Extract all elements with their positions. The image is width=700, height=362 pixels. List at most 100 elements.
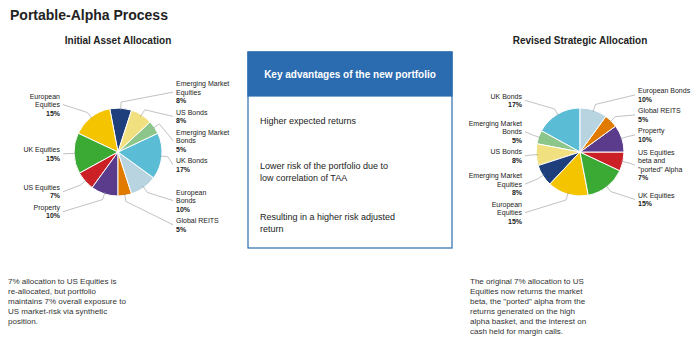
text-line: beta, the "ported" alpha from the: [470, 297, 586, 306]
pie-label: Emerging MarketBonds: [469, 120, 523, 136]
data-label: 17%: [508, 101, 523, 108]
text-line: Equities: [497, 181, 522, 189]
text-line: beta and: [638, 157, 665, 164]
leader-line: [610, 115, 635, 122]
pie-wedge: [118, 110, 150, 152]
data-label: 8%: [176, 97, 187, 104]
wedges: [74, 108, 162, 196]
leader-line: [63, 105, 92, 119]
text-line: return: [260, 224, 284, 234]
leader-line: [525, 100, 559, 115]
pie-wedge: [92, 152, 118, 196]
info-box-bullet: Higher expected returns: [260, 116, 357, 126]
leader-line: [620, 135, 635, 139]
title: Portable-Alpha Process: [10, 7, 168, 23]
text-line: Global REITS: [638, 107, 681, 114]
text-line: UK Equities: [638, 192, 675, 200]
leader-line: [63, 180, 86, 192]
text-line: Emerging Market: [469, 172, 522, 180]
data-label: 7%: [50, 192, 61, 199]
pie-label: UK Equities: [638, 192, 675, 200]
pie-label: Global REITS: [176, 217, 219, 224]
pie-label: EuropeanEquities: [30, 93, 61, 110]
info-box-bullet: Resulting in a higher risk adjustedretur…: [260, 212, 395, 234]
note: The original 7% allocation to USEquities…: [470, 277, 586, 336]
text-line: US Bonds: [176, 109, 208, 116]
data-label: 7%: [638, 174, 649, 181]
data-label: 10%: [176, 206, 191, 213]
data-label: 5%: [638, 116, 649, 123]
pie-wedge: [580, 108, 606, 152]
data-label: 5%: [176, 226, 187, 233]
chart: Portable-Alpha Process Key advantages of …: [0, 0, 700, 362]
data-label: 8%: [512, 189, 523, 196]
pie-label: Property: [34, 204, 61, 212]
leader-line: [525, 132, 540, 138]
text-line: European Bonds: [638, 87, 691, 95]
text-line: Emerging Market: [176, 129, 229, 137]
pie-label: UK Equities: [23, 146, 60, 154]
text-line: US Bonds: [490, 148, 522, 155]
text-line: UK Bonds: [490, 93, 522, 100]
text-line: Emerging Market: [469, 120, 522, 128]
text-line: UK Bonds: [176, 157, 208, 164]
pie-label: EuropeanBonds: [176, 189, 206, 205]
text-line: Equities: [35, 101, 60, 109]
pie-label: UK Bonds: [176, 157, 208, 164]
leader-line: [525, 155, 538, 156]
text-line: Equities: [176, 89, 201, 97]
data-label: 15%: [638, 200, 653, 207]
text-line: Global REITS: [176, 217, 219, 224]
leader-line: [606, 185, 635, 199]
data-label: 17%: [176, 166, 191, 173]
pie-title: Initial Asset Allocation: [65, 35, 172, 46]
info-box-title: Key advantages of the new portfolio: [264, 69, 436, 80]
pie-labels: UK Bonds17%Emerging MarketBonds5%US Bond…: [469, 87, 691, 224]
data-label: 15%: [46, 110, 61, 117]
info-box-body: [248, 52, 452, 248]
pie-title: Revised Strategic Allocation: [513, 35, 648, 46]
text-line: low correlation of TAA: [260, 173, 347, 183]
pie-label: Property: [638, 127, 665, 135]
pie-label: Global REITS: [638, 107, 681, 114]
data-label: 8%: [176, 117, 187, 124]
text-line: UK Equities: [23, 146, 60, 154]
leader-line: [143, 186, 173, 201]
info-box: Key advantages of the new portfolio Highe…: [248, 52, 452, 248]
data-label: 10%: [46, 212, 61, 219]
text-line: Equities now returns the market: [470, 287, 583, 296]
pie-label: European Bonds: [638, 87, 691, 95]
leader-line: [160, 156, 173, 165]
text-line: European: [30, 93, 60, 101]
data-label: 5%: [176, 146, 187, 153]
text-line: re-allocated, but portfolio: [8, 287, 97, 296]
text-line: US Equities: [23, 184, 60, 192]
data-label: 15%: [46, 155, 61, 162]
pie-chart: Initial Asset AllocationEmerging MarketE…: [8, 35, 229, 326]
info-box-bullet: Lower risk of the portfolio due tolow co…: [260, 161, 388, 183]
pie-label: UK Bonds: [490, 93, 522, 100]
info-box-header: [248, 52, 452, 96]
pie-label: US Equitiesbeta and"ported" Alpha: [638, 149, 682, 174]
pie-chart: Revised Strategic Allocation UK Bonds17% E…: [469, 35, 691, 336]
text-line: Emerging Market: [176, 80, 229, 88]
leader-line: [621, 161, 635, 165]
text-line: Property: [34, 204, 61, 212]
data-label: 5%: [512, 137, 523, 144]
text-line: Bonds: [176, 137, 196, 144]
leader-line: [153, 124, 173, 141]
data-label: 10%: [638, 136, 653, 143]
leader-line: [141, 110, 173, 117]
text-line: maintains 7% overall exposure to: [8, 297, 126, 306]
text-line: Higher expected returns: [260, 116, 357, 126]
text-line: alpha basket, and the interest on: [470, 317, 586, 326]
pie-label: Emerging MarketBonds: [176, 129, 229, 145]
text-line: returns generated on the high: [470, 307, 575, 316]
pie-labels: Emerging MarketEquities8%EuropeanEquitie…: [23, 80, 229, 232]
text-line: European: [492, 201, 522, 209]
text-line: US Equities: [638, 149, 675, 157]
leader-line: [525, 192, 568, 212]
leader-line: [593, 95, 635, 112]
text-line: 7% allocation to US Equities is: [8, 277, 117, 286]
leader-line: [525, 175, 545, 185]
